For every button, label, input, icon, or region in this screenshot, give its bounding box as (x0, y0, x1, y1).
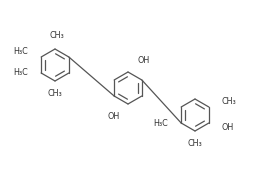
Text: OH: OH (137, 57, 150, 66)
Text: CH₃: CH₃ (50, 31, 64, 40)
Text: CH₃: CH₃ (187, 139, 202, 148)
Text: H₃C: H₃C (13, 48, 28, 57)
Text: H₃C: H₃C (153, 119, 167, 128)
Text: H₃C: H₃C (13, 68, 28, 77)
Text: OH: OH (221, 124, 233, 132)
Text: OH: OH (107, 113, 120, 122)
Text: CH₃: CH₃ (47, 89, 62, 98)
Text: CH₃: CH₃ (221, 98, 236, 107)
